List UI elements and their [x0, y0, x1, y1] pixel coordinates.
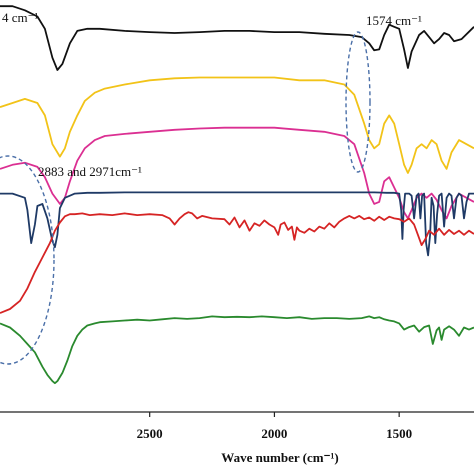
- spectrum-line-2: [0, 76, 474, 174]
- x-tick-layer: 2500 2000 1500: [137, 412, 412, 441]
- x-axis-title: Wave number (cm⁻¹): [221, 450, 338, 465]
- annotation-2883-2971-ellipse: [0, 155, 55, 365]
- annotation-1574-ellipse: [345, 31, 371, 173]
- spectrum-line-3: [0, 126, 474, 220]
- annotation-cropped-label: 4 cm⁻¹: [2, 10, 38, 25]
- series-layer: [0, 5, 474, 385]
- spectrum-line-5: [0, 211, 474, 314]
- annotation-2883-2971-label: 2883 and 2971cm⁻¹: [38, 164, 142, 179]
- spectrum-line-6: [0, 315, 474, 385]
- x-tick-label-2500: 2500: [137, 426, 163, 441]
- annotation-2883-2971: 2883 and 2971cm⁻¹: [0, 155, 142, 365]
- annotation-1574: 1574 cm⁻¹: [345, 13, 422, 173]
- spectrum-line-4: [0, 191, 474, 257]
- spectrum-line-1: [0, 5, 474, 71]
- x-tick-label-2000: 2000: [261, 426, 287, 441]
- annotation-1574-label: 1574 cm⁻¹: [366, 13, 422, 28]
- x-tick-label-1500: 1500: [386, 426, 412, 441]
